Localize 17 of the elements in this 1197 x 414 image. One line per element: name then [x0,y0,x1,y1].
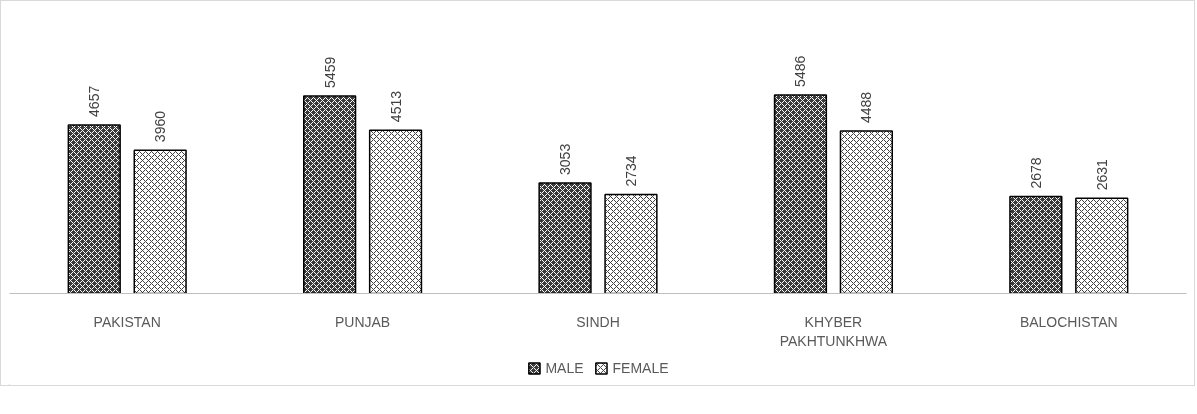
x-tick-label: PAKISTAN [93,313,161,330]
data-label: 4513 [387,90,404,123]
data-label: 3960 [152,110,169,143]
data-label: 2734 [622,155,639,187]
data-label: 5459 [321,56,338,88]
x-tick-label: PUNJAB [334,313,391,330]
x-tick-label: KHYBER PAKHTUNKHWA [779,313,888,349]
data-label: 3053 [557,143,574,175]
x-tick-label: SINDH [576,313,620,330]
data-label: 4657 [86,85,103,117]
data-label: 4488 [858,91,875,124]
data-label: 2631 [1093,158,1110,191]
x-tick-label: BALOCHISTAN [1019,313,1118,330]
text: FEMALE [612,360,669,376]
data-label: 5486 [792,55,809,87]
legend-label: MALE [545,360,584,376]
data-label: 2678 [1027,157,1044,189]
